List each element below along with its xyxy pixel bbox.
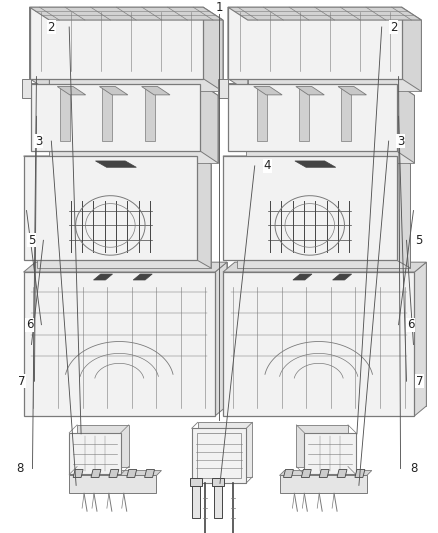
Polygon shape <box>296 86 324 95</box>
Polygon shape <box>91 470 101 478</box>
Polygon shape <box>109 470 119 478</box>
Polygon shape <box>228 84 396 151</box>
Polygon shape <box>133 274 152 280</box>
Polygon shape <box>141 86 170 95</box>
Polygon shape <box>223 156 410 164</box>
Polygon shape <box>145 470 155 478</box>
Polygon shape <box>190 479 202 487</box>
Polygon shape <box>228 84 414 95</box>
Polygon shape <box>295 161 336 167</box>
Polygon shape <box>35 262 227 406</box>
Polygon shape <box>299 86 309 141</box>
Polygon shape <box>254 86 282 95</box>
Polygon shape <box>283 470 293 478</box>
Polygon shape <box>24 272 215 416</box>
Polygon shape <box>99 86 128 95</box>
Polygon shape <box>93 274 113 280</box>
Polygon shape <box>203 7 223 92</box>
Text: 3: 3 <box>35 135 42 148</box>
Polygon shape <box>332 274 352 280</box>
Polygon shape <box>102 86 112 141</box>
Polygon shape <box>228 7 421 20</box>
Polygon shape <box>32 84 218 95</box>
Polygon shape <box>223 272 414 416</box>
Polygon shape <box>279 475 367 494</box>
Polygon shape <box>218 78 228 99</box>
Polygon shape <box>49 95 218 163</box>
Polygon shape <box>246 95 414 163</box>
Polygon shape <box>200 84 218 163</box>
Polygon shape <box>24 156 211 164</box>
Polygon shape <box>24 156 197 260</box>
Polygon shape <box>57 86 86 95</box>
Text: 2: 2 <box>390 20 397 34</box>
Polygon shape <box>237 164 410 268</box>
Text: 1: 1 <box>215 1 223 14</box>
Text: 4: 4 <box>264 159 272 172</box>
Text: 7: 7 <box>416 375 423 387</box>
Polygon shape <box>223 156 396 260</box>
Polygon shape <box>355 470 365 478</box>
Polygon shape <box>223 262 426 272</box>
Polygon shape <box>29 7 223 20</box>
Polygon shape <box>341 86 351 141</box>
Polygon shape <box>414 262 426 416</box>
Polygon shape <box>60 86 70 141</box>
Polygon shape <box>235 262 426 406</box>
Polygon shape <box>304 433 356 474</box>
Text: 5: 5 <box>415 234 422 247</box>
Polygon shape <box>29 7 203 78</box>
Polygon shape <box>69 433 121 474</box>
Text: 3: 3 <box>397 135 404 148</box>
Polygon shape <box>214 487 222 518</box>
Polygon shape <box>24 262 227 272</box>
Polygon shape <box>69 475 156 494</box>
Polygon shape <box>69 471 162 475</box>
Polygon shape <box>297 425 348 466</box>
Polygon shape <box>301 470 311 478</box>
Polygon shape <box>338 86 367 95</box>
Polygon shape <box>32 84 200 151</box>
Text: 8: 8 <box>16 462 23 475</box>
Polygon shape <box>49 20 223 92</box>
Text: 7: 7 <box>18 375 25 387</box>
Text: 5: 5 <box>28 234 35 247</box>
Text: 6: 6 <box>26 318 33 331</box>
Polygon shape <box>248 20 421 92</box>
Polygon shape <box>77 425 129 466</box>
Polygon shape <box>21 78 32 99</box>
Polygon shape <box>73 470 83 478</box>
Polygon shape <box>215 262 227 416</box>
Polygon shape <box>197 156 211 268</box>
Polygon shape <box>279 471 372 475</box>
Polygon shape <box>337 470 347 478</box>
Polygon shape <box>127 470 137 478</box>
Polygon shape <box>212 479 224 487</box>
Polygon shape <box>319 470 329 478</box>
Polygon shape <box>29 7 49 92</box>
Polygon shape <box>95 161 136 167</box>
Polygon shape <box>402 7 421 92</box>
Text: 8: 8 <box>410 462 417 475</box>
Polygon shape <box>228 7 402 78</box>
Polygon shape <box>145 86 155 141</box>
Polygon shape <box>37 164 211 268</box>
Polygon shape <box>396 156 410 268</box>
Polygon shape <box>192 429 246 483</box>
Text: 6: 6 <box>407 318 414 331</box>
Polygon shape <box>293 274 312 280</box>
Polygon shape <box>228 7 248 92</box>
Polygon shape <box>396 84 414 163</box>
Polygon shape <box>192 487 200 518</box>
Text: 2: 2 <box>48 20 55 34</box>
Polygon shape <box>257 86 267 141</box>
Polygon shape <box>198 422 252 477</box>
